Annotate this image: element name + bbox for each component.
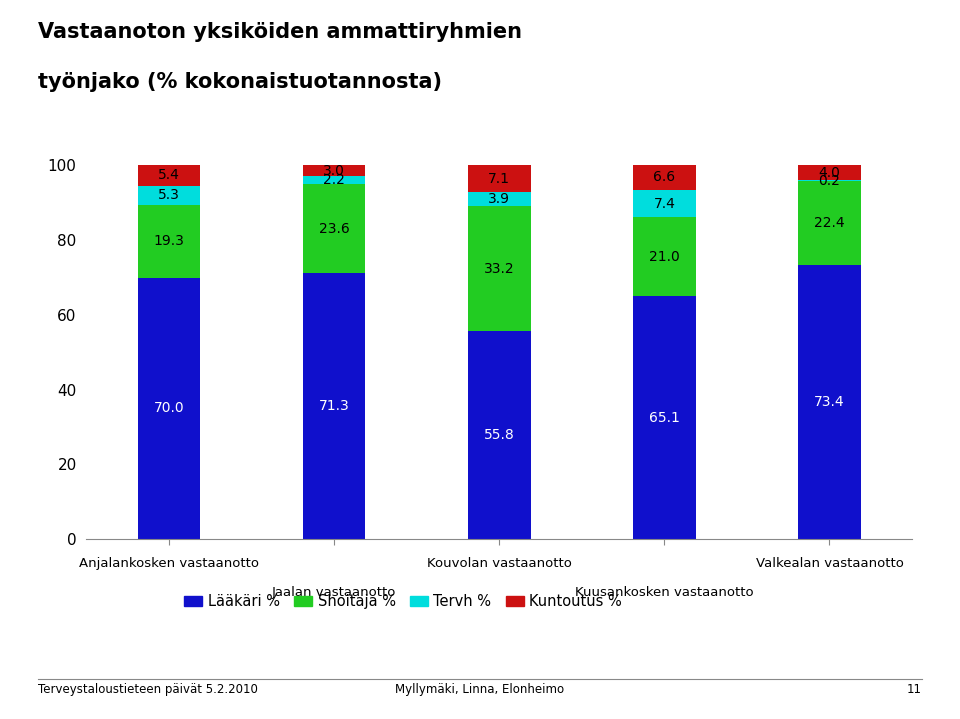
Text: Myllymäki, Linna, Elonheimo: Myllymäki, Linna, Elonheimo [396, 683, 564, 696]
Bar [633, 165, 696, 190]
Text: 7.4: 7.4 [654, 196, 675, 211]
Text: 33.2: 33.2 [484, 262, 515, 275]
Bar [633, 217, 696, 296]
Text: 22.4: 22.4 [814, 216, 845, 230]
Text: 65.1: 65.1 [649, 411, 680, 424]
Bar [302, 176, 366, 185]
Text: 5.4: 5.4 [158, 168, 180, 183]
Text: Kouvolan vastaanotto: Kouvolan vastaanotto [427, 557, 571, 570]
Bar [137, 186, 201, 206]
Bar [468, 206, 531, 331]
Text: 2.2: 2.2 [324, 173, 345, 188]
Text: Terveystaloustieteen päivät 5.2.2010: Terveystaloustieteen päivät 5.2.2010 [38, 683, 258, 696]
Text: Anjalankosken vastaanotto: Anjalankosken vastaanotto [79, 557, 259, 570]
Bar [798, 265, 861, 539]
Bar [137, 278, 201, 539]
Bar [798, 180, 861, 181]
Text: Vastaanoton yksiköiden ammattiryhmien: Vastaanoton yksiköiden ammattiryhmien [38, 22, 522, 42]
Bar [468, 331, 531, 539]
Text: 6.6: 6.6 [653, 170, 676, 184]
Text: 11: 11 [906, 683, 922, 696]
Text: 70.0: 70.0 [154, 401, 184, 416]
Text: 7.1: 7.1 [489, 172, 510, 186]
Text: 0.2: 0.2 [819, 174, 840, 188]
Text: 5.3: 5.3 [158, 188, 180, 203]
Text: 3.9: 3.9 [489, 192, 510, 206]
Text: 73.4: 73.4 [814, 395, 845, 409]
Text: Valkealan vastaanotto: Valkealan vastaanotto [756, 557, 903, 570]
Text: 3.0: 3.0 [324, 164, 345, 178]
Text: 21.0: 21.0 [649, 249, 680, 264]
Legend: Lääkäri %, Shoitaja %, Tervh %, Kuntoutus %: Lääkäri %, Shoitaja %, Tervh %, Kuntoutu… [179, 588, 628, 615]
Text: 71.3: 71.3 [319, 399, 349, 413]
Text: 19.3: 19.3 [154, 234, 184, 249]
Bar [798, 181, 861, 265]
Bar [633, 296, 696, 539]
Text: työnjako (% kokonaistuotannosta): työnjako (% kokonaistuotannosta) [38, 72, 443, 92]
Bar [468, 192, 531, 206]
Text: Jaalan vastaanotto: Jaalan vastaanotto [272, 586, 396, 599]
Text: Kuusankosken vastaanotto: Kuusankosken vastaanotto [575, 586, 754, 599]
Text: 55.8: 55.8 [484, 428, 515, 442]
Bar [137, 206, 201, 278]
Bar [302, 185, 366, 273]
Bar [468, 165, 531, 192]
Text: 4.0: 4.0 [819, 166, 840, 180]
Bar [798, 165, 861, 180]
Text: 23.6: 23.6 [319, 221, 349, 236]
Bar [302, 165, 366, 176]
Bar [137, 165, 201, 186]
Bar [633, 190, 696, 217]
Bar [302, 273, 366, 539]
